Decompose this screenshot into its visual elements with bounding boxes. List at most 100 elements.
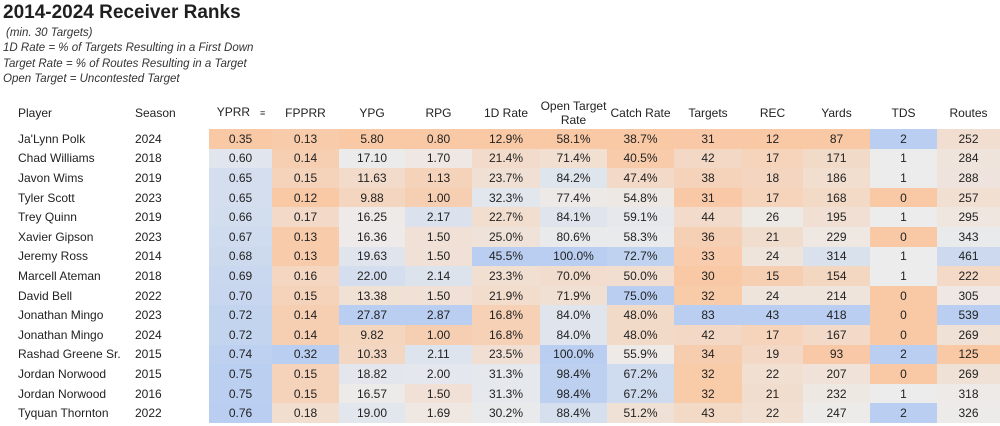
note-1d-rate: 1D Rate = % of Targets Resulting in a Fi… xyxy=(3,42,254,55)
stat-cell: 0.14 xyxy=(272,324,339,345)
stat-cell: 17 xyxy=(742,324,803,345)
player-cell: Jonathan Mingo xyxy=(18,308,104,323)
col-header-season[interactable]: Season xyxy=(135,105,176,120)
stat-cell: 21 xyxy=(742,226,803,247)
col-header-yprr[interactable]: YPRR ≡ xyxy=(216,105,266,120)
season-cell: 2018 xyxy=(135,268,162,283)
stat-cell: 59.1% xyxy=(607,207,674,227)
stat-cell: 418 xyxy=(803,305,870,325)
stat-cell: 87 xyxy=(803,129,870,149)
stat-cell: 18 xyxy=(742,168,803,188)
stat-cell: 222 xyxy=(937,266,1000,286)
stat-cell: 88.4% xyxy=(540,403,607,423)
stat-cell: 22 xyxy=(742,403,803,423)
stat-cell: 98.4% xyxy=(540,383,607,404)
stat-cell: 0.15 xyxy=(272,168,339,188)
stat-cell: 167 xyxy=(803,324,870,345)
stat-cell: 67.2% xyxy=(607,364,674,384)
col-header-ypg[interactable]: YPG xyxy=(359,105,385,120)
stat-cell: 186 xyxy=(803,168,870,188)
stat-cell: 0 xyxy=(870,285,937,306)
stat-cell: 93 xyxy=(803,344,870,365)
stat-cell: 0.66 xyxy=(209,207,272,227)
stat-cell: 0.18 xyxy=(272,403,339,423)
stat-cell: 2 xyxy=(870,129,937,149)
notes-block: (min. 30 Targets) 1D Rate = % of Targets… xyxy=(3,26,253,87)
stat-cell: 269 xyxy=(937,364,1000,384)
stat-cell: 36 xyxy=(674,226,742,247)
stat-cell: 21.4% xyxy=(472,148,540,169)
player-cell: Javon Wims xyxy=(18,170,84,185)
table-row: Marcell Ateman 2018 0.69 0.16 22.00 2.14 23.3%… xyxy=(0,266,1000,286)
stat-cell: 54.8% xyxy=(607,187,674,208)
stat-cell: 2.87 xyxy=(405,305,472,325)
col-header-fpprr[interactable]: FPPRR xyxy=(285,105,326,120)
col-header-yards[interactable]: Yards xyxy=(821,105,852,120)
stat-cell: 0.76 xyxy=(209,403,272,423)
col-header-1d-rate[interactable]: 1D Rate xyxy=(483,105,529,120)
stat-cell: 318 xyxy=(937,383,1000,404)
stat-cell: 44 xyxy=(674,207,742,227)
stat-cell: 24 xyxy=(742,285,803,306)
player-cell: David Bell xyxy=(18,288,73,303)
col-header-tds[interactable]: TDS xyxy=(891,105,916,120)
stat-cell: 17 xyxy=(742,148,803,169)
stat-cell: 0 xyxy=(870,305,937,325)
season-cell: 2023 xyxy=(135,308,162,323)
stat-cell: 48.0% xyxy=(607,324,674,345)
table-row: Jordan Norwood 2015 0.75 0.15 18.82 2.00 31.3%… xyxy=(0,364,1000,384)
stat-cell: 31.3% xyxy=(472,383,540,404)
stat-cell: 33 xyxy=(674,246,742,267)
stat-cell: 26 xyxy=(742,207,803,227)
stat-cell: 30.2% xyxy=(472,403,540,423)
col-header-rec[interactable]: REC xyxy=(759,105,786,120)
stat-cell: 0 xyxy=(870,187,937,208)
stat-cell: 2.00 xyxy=(405,364,472,384)
stat-cell: 84.0% xyxy=(540,305,607,325)
stat-cell: 0.68 xyxy=(209,246,272,267)
col-header-catch-rate[interactable]: Catch Rate xyxy=(610,105,671,120)
stat-cell: 23.7% xyxy=(472,168,540,188)
stat-cell: 1 xyxy=(870,266,937,286)
note-target-rate: Target Rate = % of Routes Resulting in a… xyxy=(3,57,247,70)
stat-cell: 1.50 xyxy=(405,226,472,247)
stat-cell: 0.13 xyxy=(272,246,339,267)
col-header-open-target-rate[interactable]: Open Target Rate xyxy=(540,98,607,127)
season-cell: 2023 xyxy=(135,190,162,205)
stat-cell: 58.1% xyxy=(540,129,607,149)
season-cell: 2024 xyxy=(135,131,162,146)
stat-cell: 45.5% xyxy=(472,246,540,267)
stat-cell: 1.00 xyxy=(405,324,472,345)
stat-cell: 34 xyxy=(674,344,742,365)
stat-cell: 18.82 xyxy=(339,364,405,384)
col-header-routes[interactable]: Routes xyxy=(949,105,988,120)
report-title: 2014-2024 Receiver Ranks xyxy=(3,2,241,23)
player-cell: Jeremy Ross xyxy=(18,249,89,264)
stat-cell: 2.17 xyxy=(405,207,472,227)
stat-cell: 0.72 xyxy=(209,305,272,325)
player-cell: Chad Williams xyxy=(18,151,95,166)
stat-cell: 0.72 xyxy=(209,324,272,345)
col-header-targets[interactable]: Targets xyxy=(688,105,728,120)
stat-cell: 22.00 xyxy=(339,266,405,286)
stat-cell: 98.4% xyxy=(540,364,607,384)
stat-cell: 31 xyxy=(674,187,742,208)
col-header-rpg[interactable]: RPG xyxy=(425,105,452,120)
player-cell: Trey Quinn xyxy=(18,210,77,225)
stat-cell: 207 xyxy=(803,364,870,384)
stat-cell: 11.63 xyxy=(339,168,405,188)
stat-cell: 0 xyxy=(870,364,937,384)
stat-cell: 1 xyxy=(870,246,937,267)
stat-cell: 5.80 xyxy=(339,129,405,149)
season-cell: 2023 xyxy=(135,229,162,244)
stat-cell: 58.3% xyxy=(607,226,674,247)
sort-descending-icon[interactable]: ≡ xyxy=(260,107,265,118)
stat-cell: 1.50 xyxy=(405,285,472,306)
player-cell: Rashad Greene Sr. xyxy=(18,347,121,362)
stat-cell: 83 xyxy=(674,305,742,325)
stat-cell: 42 xyxy=(674,324,742,345)
player-cell: Xavier Gipson xyxy=(18,229,94,244)
col-header-player[interactable]: Player xyxy=(18,105,53,120)
stat-cell: 10.33 xyxy=(339,344,405,365)
stat-cell: 77.4% xyxy=(540,187,607,208)
